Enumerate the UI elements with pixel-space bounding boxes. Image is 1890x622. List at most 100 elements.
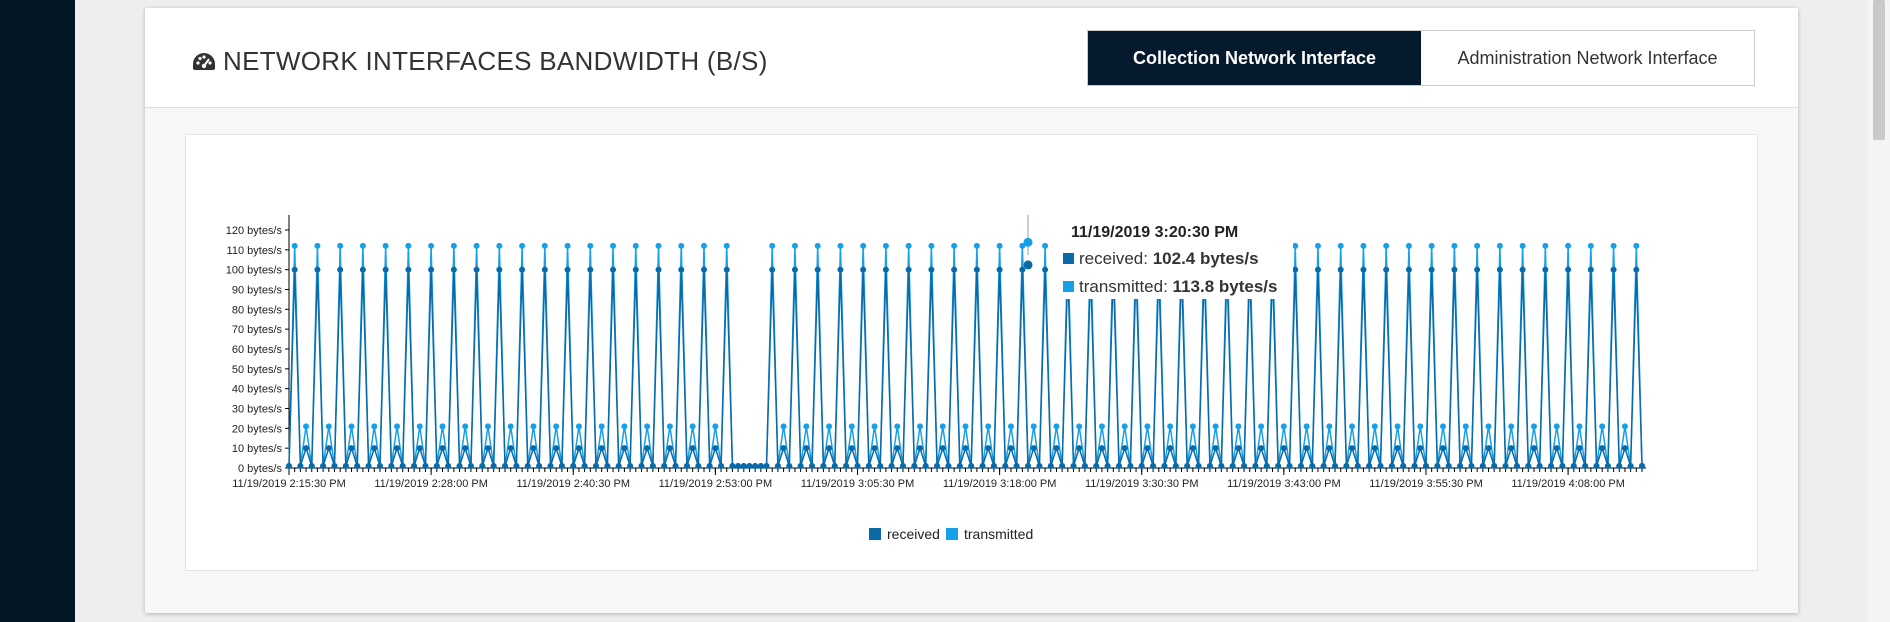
point-received — [1263, 463, 1270, 470]
point-received — [1417, 445, 1424, 452]
point-received — [1047, 463, 1054, 470]
point-transmitted — [382, 242, 389, 249]
point-received — [1093, 463, 1100, 470]
point-received — [467, 463, 474, 470]
point-received — [1468, 463, 1475, 470]
point-received — [1411, 463, 1418, 470]
point-received — [1206, 463, 1213, 470]
point-received — [1292, 266, 1299, 273]
point-received — [1053, 445, 1060, 452]
x-tick-label: 11/19/2019 3:18:00 PM — [943, 478, 1057, 490]
point-received — [615, 463, 622, 470]
left-nav-rail — [0, 0, 75, 622]
x-tick-label: 11/19/2019 4:08:00 PM — [1511, 478, 1625, 490]
point-received — [621, 445, 628, 452]
point-transmitted — [678, 242, 685, 249]
point-received — [979, 463, 986, 470]
point-transmitted — [1292, 242, 1299, 249]
point-received — [706, 463, 713, 470]
card-title: NETWORK INTERFACES BANDWIDTH (B/S) — [191, 46, 768, 77]
point-transmitted — [905, 242, 912, 249]
point-received — [473, 266, 480, 273]
tab-collection-network-interface[interactable]: Collection Network Interface — [1088, 31, 1421, 85]
y-tick-label: 90 bytes/s — [232, 285, 283, 297]
page-scrollbar[interactable] — [1868, 0, 1890, 622]
point-transmitted — [917, 423, 924, 430]
point-received — [769, 266, 776, 273]
y-tick-label: 100 bytes/s — [226, 265, 283, 277]
y-tick-label: 60 bytes/s — [232, 344, 283, 356]
point-received — [945, 463, 952, 470]
y-tick-label: 80 bytes/s — [232, 304, 283, 316]
point-received — [1013, 463, 1020, 470]
point-received — [1127, 463, 1134, 470]
point-received — [723, 266, 730, 273]
point-received — [325, 445, 332, 452]
point-transmitted — [1030, 423, 1037, 430]
y-tick-label: 10 bytes/s — [232, 443, 283, 455]
point-transmitted — [541, 242, 548, 249]
point-received — [1167, 445, 1174, 452]
point-received — [1451, 266, 1458, 273]
point-received — [973, 266, 980, 273]
point-transmitted — [1326, 423, 1333, 430]
point-received — [1241, 463, 1248, 470]
scrollbar-thumb[interactable] — [1873, 0, 1885, 140]
point-received — [683, 463, 690, 470]
point-received — [1565, 266, 1572, 273]
point-transmitted — [644, 423, 651, 430]
point-received — [570, 463, 577, 470]
card-title-text: NETWORK INTERFACES BANDWIDTH (B/S) — [223, 46, 768, 76]
tab-administration-network-interface[interactable]: Administration Network Interface — [1421, 31, 1754, 85]
point-received — [1548, 463, 1555, 470]
point-transmitted — [450, 242, 457, 249]
point-received — [1479, 463, 1486, 470]
point-received — [388, 463, 395, 470]
point-received — [757, 463, 764, 470]
point-transmitted — [826, 423, 833, 430]
point-received — [1007, 445, 1014, 452]
point-received — [1059, 463, 1066, 470]
point-transmitted — [723, 242, 730, 249]
point-transmitted — [814, 242, 821, 249]
point-received — [1235, 445, 1242, 452]
point-received — [519, 266, 526, 273]
point-transmitted — [462, 423, 469, 430]
card-body: 0 bytes/s 10 bytes/s 20 bytes/s 30 bytes/s 4… — [145, 108, 1798, 613]
point-transmitted — [337, 242, 344, 249]
y-tick-label: 120 bytes/s — [226, 225, 283, 237]
point-received — [1309, 463, 1316, 470]
bandwidth-card: NETWORK INTERFACES BANDWIDTH (B/S) Colle… — [145, 8, 1798, 613]
point-received — [610, 266, 617, 273]
point-received — [1303, 445, 1310, 452]
point-received — [1036, 463, 1043, 470]
point-received — [1388, 463, 1395, 470]
point-transmitted — [973, 242, 980, 249]
legend-label-transmitted: transmitted — [964, 526, 1033, 542]
point-received — [917, 445, 924, 452]
point-received — [536, 463, 543, 470]
point-received — [1440, 445, 1447, 452]
y-tick-label: 50 bytes/s — [232, 364, 283, 376]
point-received — [308, 463, 315, 470]
point-transmitted — [882, 242, 889, 249]
point-received — [1474, 266, 1481, 273]
point-received — [558, 463, 565, 470]
tooltip-label: received: 102.4 bytes/s — [1079, 249, 1259, 268]
point-received — [826, 445, 833, 452]
point-received — [1371, 445, 1378, 452]
point-transmitted — [359, 242, 366, 249]
point-transmitted — [1258, 423, 1265, 430]
point-received — [922, 463, 929, 470]
point-received — [1445, 463, 1452, 470]
point-received — [735, 463, 742, 470]
point-received — [604, 463, 611, 470]
point-transmitted — [1019, 242, 1026, 249]
point-received — [1599, 445, 1606, 452]
point-transmitted — [348, 423, 355, 430]
point-received — [1314, 266, 1321, 273]
point-received — [996, 266, 1003, 273]
point-received — [1621, 445, 1628, 452]
point-received — [1377, 463, 1384, 470]
point-transmitted — [689, 423, 696, 430]
